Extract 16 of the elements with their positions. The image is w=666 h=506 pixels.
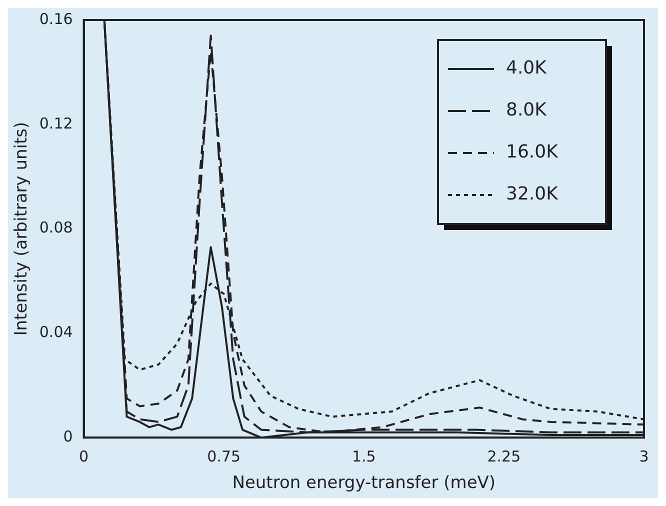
x-tick-label: 2.25 bbox=[487, 447, 521, 466]
y-axis-title: Intensity (arbitrary units) bbox=[12, 122, 32, 336]
x-tick-label: 0.75 bbox=[207, 447, 241, 466]
x-tick-label: 1.5 bbox=[352, 447, 376, 466]
y-tick-label: 0 bbox=[63, 427, 73, 446]
legend-label: 32.0K bbox=[506, 184, 560, 205]
x-tick-label: 3 bbox=[639, 447, 649, 466]
y-tick-label: 0.12 bbox=[39, 114, 73, 132]
y-tick-label: 0.08 bbox=[39, 218, 73, 237]
legend-label: 16.0K bbox=[506, 142, 560, 163]
legend-label: 4.0K bbox=[506, 58, 548, 79]
y-tick-label: 0.04 bbox=[39, 323, 73, 342]
x-axis-title: Neutron energy-transfer (meV) bbox=[232, 473, 496, 494]
legend-label: 8.0K bbox=[506, 100, 548, 121]
y-tick-label: 0.16 bbox=[39, 10, 73, 28]
x-tick-label: 0 bbox=[79, 447, 89, 466]
